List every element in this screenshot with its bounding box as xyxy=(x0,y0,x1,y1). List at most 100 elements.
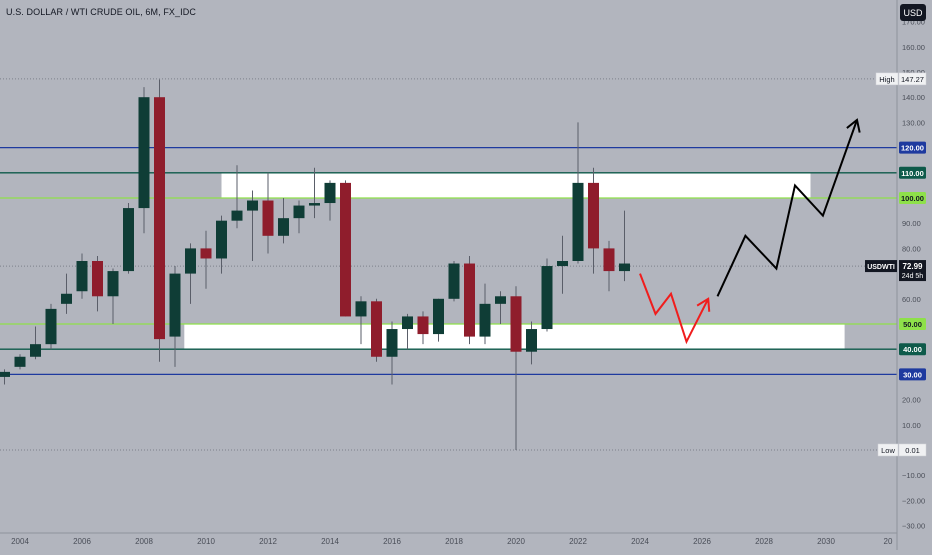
y-tick-label: 130.00 xyxy=(902,118,925,127)
projection-red-arrowhead xyxy=(696,297,711,312)
candle-body xyxy=(324,182,336,204)
candle-body xyxy=(138,97,150,209)
candle-body xyxy=(355,301,367,317)
candle-body xyxy=(45,308,57,345)
candle-body xyxy=(185,248,196,274)
candle-body xyxy=(293,205,305,219)
x-tick-label: 2020 xyxy=(507,537,525,546)
candle-body xyxy=(402,316,413,330)
level-price-text: 30.00 xyxy=(903,370,922,379)
projection-black-arrowhead xyxy=(846,118,861,133)
candle-body xyxy=(526,329,537,352)
candle-body xyxy=(123,208,134,272)
candle-body xyxy=(386,329,398,357)
high-label-text: High xyxy=(879,75,894,84)
drawings-layer xyxy=(639,118,861,345)
x-tick-label: 2024 xyxy=(631,537,649,546)
high-value-badge xyxy=(898,72,927,86)
x-tick-label: 2010 xyxy=(197,537,215,546)
candle-body xyxy=(92,261,103,297)
zones-layer xyxy=(184,172,845,350)
y-tick-label: −10.00 xyxy=(902,471,925,480)
candle-body xyxy=(107,271,119,297)
low-value-badge xyxy=(898,443,927,457)
y-tick-label: −30.00 xyxy=(902,522,925,531)
level-price-badge xyxy=(899,368,926,381)
level-price-badge xyxy=(899,318,926,330)
y-tick-label: 140.00 xyxy=(902,93,925,102)
candle-body xyxy=(216,220,227,259)
level-price-text: 110.00 xyxy=(901,169,924,178)
candle-body xyxy=(495,296,506,304)
candles-layer xyxy=(0,79,630,450)
level-price-badge xyxy=(899,343,926,356)
price-labels-layer: 120.00 110.00 100.00 50.00 40.00 30.00 High 147… xyxy=(865,72,927,457)
x-tick-label: 2004 xyxy=(11,537,29,546)
candle-body xyxy=(588,182,599,249)
x-tick-label: 20 xyxy=(884,537,893,546)
y-tick-label: 90.00 xyxy=(902,219,921,228)
last-price-badge xyxy=(899,260,926,282)
low-label-badge xyxy=(877,443,899,457)
candle-body xyxy=(231,210,243,221)
candle-body xyxy=(200,248,212,259)
x-tick-label: 2026 xyxy=(693,537,711,546)
symbol-badge xyxy=(865,260,897,273)
x-tick-label: 2006 xyxy=(73,537,91,546)
x-tick-label: 2012 xyxy=(259,537,277,546)
y-tick-label: 10.00 xyxy=(902,421,921,430)
level-price-badge xyxy=(899,192,926,204)
low-label-text: Low xyxy=(881,446,895,455)
low-value-text: 0.01 xyxy=(905,446,920,455)
candle-body xyxy=(0,371,10,377)
chart-title: U.S. DOLLAR / WTI CRUDE OIL, 6M, FX_IDC xyxy=(6,7,196,17)
candle-body xyxy=(278,218,289,236)
candle-body xyxy=(76,261,88,292)
y-tick-label: 20.00 xyxy=(902,396,921,405)
high-label-badge xyxy=(875,72,899,86)
countdown-text: 24d 5h xyxy=(902,273,924,280)
y-tick-label: 60.00 xyxy=(902,295,921,304)
y-tick-label: 170.00 xyxy=(902,18,925,27)
level-price-text: 50.00 xyxy=(903,320,922,329)
candle-body xyxy=(479,303,491,337)
candle-body xyxy=(169,273,181,337)
candle-body xyxy=(603,248,615,272)
currency-button[interactable]: USD xyxy=(900,4,926,21)
time-axis[interactable]: 2004 2006 2008 2010 2012 2014 2016 2018 2020 2022… xyxy=(11,537,893,546)
candle-body xyxy=(340,182,351,317)
level-price-badge xyxy=(899,141,926,154)
projection-red-path xyxy=(639,273,710,345)
candle-body xyxy=(510,296,522,352)
candle-body xyxy=(417,316,429,335)
candle-body xyxy=(14,356,26,367)
x-tick-label: 2028 xyxy=(755,537,773,546)
x-tick-label: 2016 xyxy=(383,537,401,546)
candle-body xyxy=(572,182,584,261)
symbol-text: USDWTI xyxy=(867,264,895,271)
candle-body xyxy=(557,261,568,267)
candle-body xyxy=(464,263,475,337)
candle-body xyxy=(448,263,460,299)
x-tick-label: 2018 xyxy=(445,537,463,546)
high-value-text: 147.27 xyxy=(901,75,924,84)
y-tick-label: 80.00 xyxy=(902,244,921,253)
x-tick-label: 2030 xyxy=(817,537,835,546)
last-price-text: 72.99 xyxy=(902,262,923,271)
level-price-text: 100.00 xyxy=(901,194,924,203)
candle-body xyxy=(541,266,553,330)
candle-body xyxy=(154,97,165,340)
zone-rect xyxy=(221,172,811,198)
x-tick-label: 2022 xyxy=(569,537,587,546)
candle-body xyxy=(30,344,41,357)
y-tick-label: 160.00 xyxy=(902,43,925,52)
candle-body xyxy=(371,301,382,357)
y-tick-label: 150.00 xyxy=(902,68,925,77)
level-price-text: 40.00 xyxy=(903,345,922,354)
level-price-badge xyxy=(899,166,926,179)
candle-body xyxy=(433,298,444,335)
candle-body xyxy=(247,200,258,211)
level-price-text: 120.00 xyxy=(901,144,924,153)
